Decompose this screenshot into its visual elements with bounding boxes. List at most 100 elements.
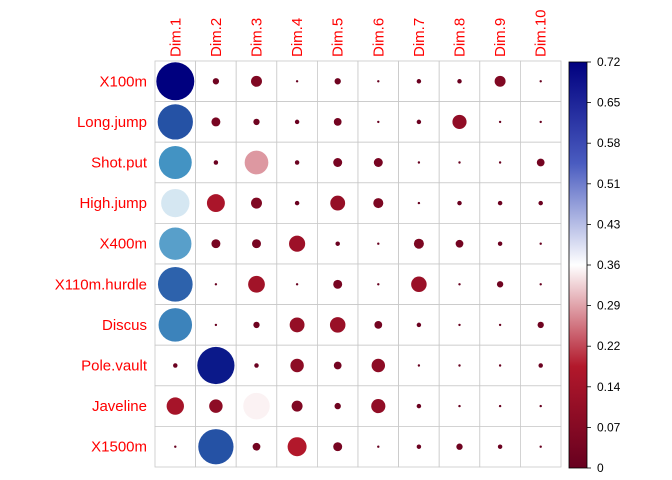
- row-label: X110m.hurdle: [55, 276, 147, 293]
- data-circle: [416, 322, 422, 328]
- data-circle: [157, 266, 193, 302]
- data-circle: [335, 241, 340, 246]
- colorbar-tick-label: 0.58: [597, 136, 621, 150]
- column-label: Dim.9: [492, 18, 509, 57]
- data-circle: [538, 200, 543, 206]
- data-circle: [538, 363, 543, 368]
- data-circle: [377, 80, 380, 83]
- data-circle: [452, 114, 467, 129]
- data-circle: [159, 227, 192, 260]
- data-circle: [539, 120, 542, 124]
- row-label: X400m: [99, 236, 147, 253]
- data-circle: [458, 364, 461, 367]
- data-circle: [294, 119, 300, 125]
- data-circle: [416, 444, 422, 449]
- data-circle: [294, 200, 300, 206]
- data-circle: [334, 402, 341, 410]
- data-circle: [206, 194, 225, 213]
- colorbar-tick-label: 0.36: [597, 258, 621, 272]
- row-label: X1500m: [91, 439, 147, 456]
- data-circle: [497, 444, 503, 449]
- grid-cell: [195, 141, 237, 184]
- data-circle: [417, 201, 421, 205]
- data-circle: [537, 321, 544, 329]
- data-circle: [291, 400, 303, 412]
- data-circle: [377, 120, 380, 124]
- row-label: Discus: [102, 317, 147, 334]
- data-circle: [458, 283, 461, 286]
- grid: [154, 60, 562, 468]
- circles: [156, 62, 545, 465]
- data-circle: [166, 397, 184, 415]
- row-label: X100m: [99, 73, 147, 90]
- data-circle: [251, 75, 262, 87]
- data-circle: [498, 323, 502, 327]
- data-circle: [333, 361, 342, 370]
- data-circle: [213, 160, 219, 165]
- data-circle: [333, 158, 343, 167]
- row-label: Shot.put: [91, 155, 148, 172]
- data-circle: [252, 239, 261, 249]
- data-circle: [498, 404, 502, 408]
- data-circle: [289, 235, 306, 252]
- column-label: Dim.1: [167, 18, 184, 57]
- data-circle: [417, 364, 421, 367]
- column-label: Dim.6: [370, 18, 387, 57]
- colorbar-tick-label: 0: [597, 461, 604, 475]
- data-circle: [174, 445, 177, 448]
- data-circle: [158, 146, 192, 179]
- data-circle: [371, 399, 386, 414]
- grid-cell: [438, 60, 481, 102]
- column-label: Dim.5: [330, 18, 347, 57]
- data-circle: [333, 442, 343, 452]
- data-circle: [455, 239, 464, 248]
- data-circle: [330, 195, 346, 211]
- data-circle: [173, 363, 178, 368]
- row-label: Long.jump: [77, 114, 147, 131]
- data-circle: [244, 150, 269, 175]
- data-circle: [497, 241, 503, 246]
- data-circle: [539, 445, 542, 448]
- data-circle: [287, 437, 307, 457]
- colorbar-gradient: [569, 62, 587, 468]
- row-label: Pole.vault: [81, 358, 148, 375]
- data-circle: [416, 403, 422, 409]
- data-circle: [214, 323, 218, 327]
- data-circle: [377, 242, 380, 245]
- data-circle: [254, 363, 259, 368]
- data-circle: [157, 104, 193, 140]
- data-circle: [411, 276, 427, 293]
- data-circle: [458, 161, 461, 164]
- data-circle: [539, 283, 542, 286]
- data-circle: [496, 281, 504, 288]
- data-circle: [373, 198, 384, 209]
- data-circle: [198, 429, 234, 465]
- colorbar-tick-label: 0.72: [597, 55, 621, 69]
- data-circle: [333, 279, 343, 289]
- grid-cell: [276, 101, 318, 143]
- data-circle: [253, 321, 260, 329]
- data-circle: [295, 283, 299, 286]
- data-circle: [334, 78, 341, 85]
- data-circle: [248, 275, 265, 293]
- row-label: Javeline: [92, 398, 147, 415]
- data-circle: [498, 364, 502, 367]
- data-circle: [458, 323, 461, 327]
- data-circle: [539, 242, 542, 245]
- column-label: Dim.2: [208, 18, 225, 57]
- row-labels: X100m Long.jump Shot.put High.jump X400m X110…: [55, 73, 148, 455]
- data-circle: [498, 120, 502, 124]
- data-circle: [156, 62, 195, 101]
- data-circle: [494, 75, 506, 87]
- colorbar-tick-label: 0.43: [597, 217, 621, 231]
- data-circle: [253, 118, 260, 126]
- data-circle: [458, 404, 461, 408]
- data-circle: [290, 358, 304, 373]
- data-circle: [498, 161, 502, 164]
- colorbar-tick-label: 0.29: [597, 299, 621, 313]
- data-circle: [371, 358, 386, 373]
- data-circle: [536, 158, 545, 167]
- data-circle: [295, 80, 299, 83]
- row-label: High.jump: [79, 195, 147, 212]
